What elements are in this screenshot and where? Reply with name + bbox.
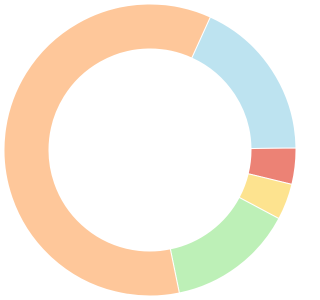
doughnut-segment	[191, 16, 297, 150]
doughnut-segment	[3, 3, 211, 297]
chart	[3, 3, 297, 297]
doughnut-segment	[169, 196, 280, 294]
page: (() => { const data = JSON.parse(documen…	[3, 3, 297, 297]
